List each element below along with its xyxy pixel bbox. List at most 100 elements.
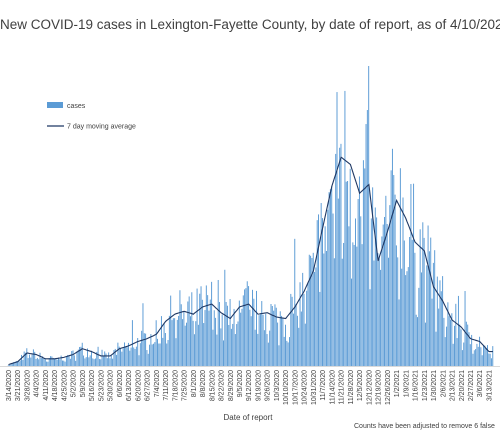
case-bar — [135, 346, 137, 366]
case-bar — [333, 258, 335, 366]
case-bar — [73, 355, 75, 366]
case-bar — [483, 344, 485, 366]
moving-average-line — [8, 156, 493, 366]
case-bar — [434, 250, 436, 366]
case-bar — [277, 322, 279, 366]
case-bar — [428, 251, 430, 366]
case-bar — [160, 316, 162, 366]
x-tick-label: 6/27/2020 — [145, 370, 152, 401]
case-bar — [411, 239, 413, 366]
case-bar — [105, 353, 107, 366]
case-bar — [266, 334, 268, 366]
case-bar — [75, 360, 77, 366]
case-bar — [120, 348, 122, 366]
case-bar — [22, 359, 24, 366]
case-bar — [398, 299, 400, 366]
case-bar — [40, 358, 42, 366]
x-tick-label: 6/13/2020 — [126, 370, 133, 401]
case-bar — [484, 345, 486, 366]
case-bar — [7, 365, 9, 366]
case-bar — [279, 311, 281, 366]
case-bar — [104, 351, 106, 366]
case-bar — [143, 333, 145, 366]
case-bar — [163, 322, 165, 366]
case-bar — [261, 301, 263, 366]
case-bar — [270, 304, 272, 366]
case-bar — [344, 90, 346, 367]
case-bar — [256, 290, 257, 366]
case-bar — [362, 160, 364, 366]
case-bar — [101, 349, 103, 366]
case-bar — [475, 349, 477, 366]
chart-title: New COVID-19 cases in Lexington-Fayette … — [0, 17, 500, 32]
x-tick-label: 8/15/2020 — [209, 370, 216, 401]
case-bar — [257, 333, 259, 366]
case-bar — [137, 338, 139, 366]
x-tick-label: 4/11/2020 — [43, 370, 50, 401]
case-bar — [77, 349, 79, 366]
case-bar — [102, 356, 104, 366]
case-bar — [67, 354, 69, 366]
case-bar — [467, 324, 469, 366]
case-bar — [18, 361, 20, 366]
case-bar — [331, 186, 333, 366]
case-bar — [240, 312, 242, 366]
case-bar — [345, 181, 347, 366]
case-bar — [351, 278, 353, 366]
case-bar — [192, 320, 194, 366]
case-bar — [370, 218, 372, 366]
case-bar — [193, 334, 195, 366]
case-bar — [349, 168, 351, 366]
case-bar — [480, 347, 482, 366]
case-bar — [368, 66, 370, 366]
case-bar — [436, 276, 438, 366]
case-bar — [314, 271, 316, 366]
case-bar — [162, 337, 164, 366]
x-tick-label: 9/12/2020 — [246, 370, 253, 401]
case-bar — [443, 317, 445, 366]
case-bar — [381, 236, 383, 366]
case-bar — [273, 310, 275, 366]
case-bar — [59, 359, 61, 366]
case-bar — [414, 252, 416, 366]
x-tick-label: 3/28/2020 — [25, 370, 32, 401]
case-bar — [176, 319, 178, 366]
case-bar — [452, 343, 454, 366]
x-tick-label: 10/3/2020 — [274, 370, 281, 401]
case-bar — [50, 356, 52, 366]
case-bar — [302, 272, 304, 366]
case-bar — [444, 337, 446, 366]
case-bar — [155, 320, 157, 366]
case-bar — [308, 254, 310, 366]
case-bar — [328, 192, 330, 366]
case-bar — [249, 309, 251, 366]
case-bar — [133, 347, 135, 366]
case-bar — [391, 148, 393, 366]
case-bar — [405, 275, 407, 366]
case-bar — [287, 342, 289, 366]
case-bar — [23, 351, 25, 366]
case-bar — [164, 333, 166, 366]
case-bar — [31, 354, 33, 366]
x-tick-label: 12/5/2020 — [357, 370, 364, 401]
case-bar — [422, 222, 424, 366]
case-bar — [485, 347, 487, 366]
case-bar — [154, 342, 156, 366]
case-bar — [377, 253, 379, 366]
x-tick-label: 11/7/2020 — [320, 370, 327, 401]
case-bar — [98, 359, 100, 366]
case-bar — [89, 355, 91, 366]
case-bar — [26, 348, 28, 366]
x-tick-label: 1/2/2021 — [394, 370, 401, 397]
case-bar — [54, 358, 56, 366]
case-bar — [373, 260, 375, 366]
case-bar — [290, 293, 292, 366]
case-bar — [28, 354, 30, 366]
case-bar — [265, 313, 267, 366]
case-bar — [324, 226, 326, 366]
case-bar — [364, 168, 366, 366]
x-tick-label: 10/17/2020 — [292, 370, 299, 405]
case-bar — [430, 237, 432, 366]
case-bar — [197, 324, 199, 366]
case-bar — [460, 329, 462, 366]
